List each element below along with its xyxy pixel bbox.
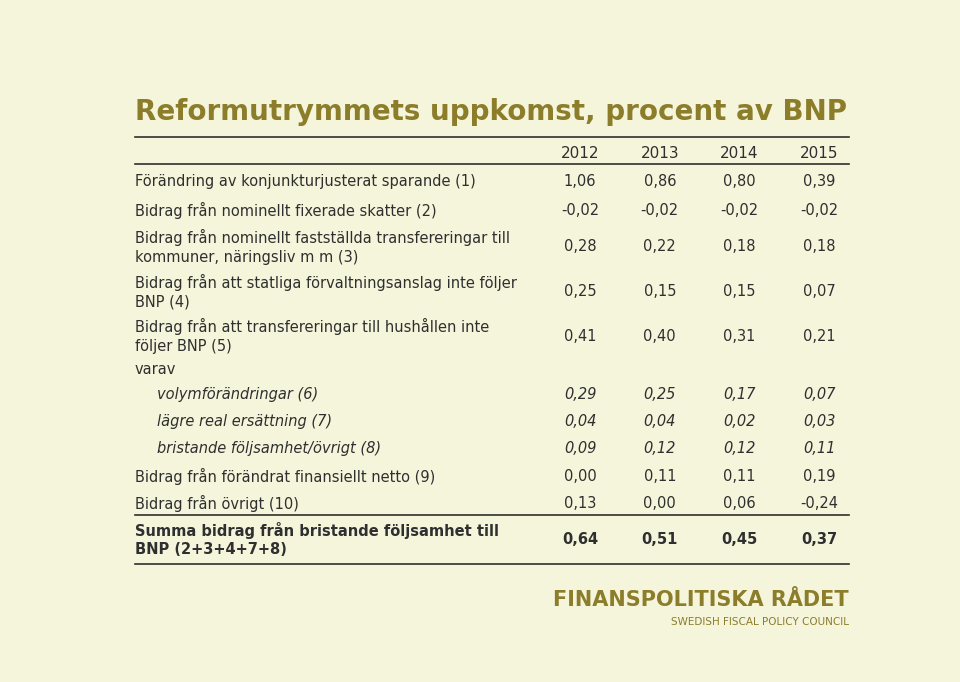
Text: 0,28: 0,28 [564,239,596,254]
Text: 0,07: 0,07 [803,387,835,402]
Text: -0,02: -0,02 [561,203,599,218]
Text: varav: varav [134,362,177,377]
Text: bristande följsamhet/övrigt (8): bristande följsamhet/övrigt (8) [157,441,381,456]
Text: Bidrag från övrigt (10): Bidrag från övrigt (10) [134,495,299,512]
Text: 0,17: 0,17 [723,387,756,402]
Text: volymförändringar (6): volymförändringar (6) [157,387,319,402]
Text: 0,15: 0,15 [723,284,756,299]
Text: 0,22: 0,22 [643,239,676,254]
Text: 0,41: 0,41 [564,329,596,344]
Text: 2014: 2014 [720,147,758,162]
Text: 2013: 2013 [640,147,679,162]
Text: Bidrag från nominellt fixerade skatter (2): Bidrag från nominellt fixerade skatter (… [134,202,437,219]
Text: 0,03: 0,03 [803,414,835,429]
Text: 0,12: 0,12 [643,441,676,456]
Text: FINANSPOLITISKA RÅDET: FINANSPOLITISKA RÅDET [554,590,849,610]
Text: 0,11: 0,11 [643,469,676,484]
Text: 0,00: 0,00 [564,469,596,484]
Text: 0,09: 0,09 [564,441,596,456]
Text: 0,25: 0,25 [564,284,596,299]
Text: 0,29: 0,29 [564,387,596,402]
Text: 0,00: 0,00 [643,496,676,511]
Text: lägre real ersättning (7): lägre real ersättning (7) [157,414,332,429]
Text: 0,18: 0,18 [723,239,756,254]
Text: Summa bidrag från bristande följsamhet till
BNP (2+3+4+7+8): Summa bidrag från bristande följsamhet t… [134,522,499,557]
Text: Bidrag från förändrat finansiellt netto (9): Bidrag från förändrat finansiellt netto … [134,468,435,485]
Text: -0,02: -0,02 [720,203,758,218]
Text: 0,21: 0,21 [803,329,835,344]
Text: SWEDISH FISCAL POLICY COUNCIL: SWEDISH FISCAL POLICY COUNCIL [671,617,849,627]
Text: 0,37: 0,37 [801,532,837,547]
Text: 0,02: 0,02 [723,414,756,429]
Text: -0,24: -0,24 [800,496,838,511]
Text: Förändring av konjunkturjusterat sparande (1): Förändring av konjunkturjusterat sparand… [134,174,475,189]
Text: Bidrag från nominellt fastställda transfereringar till
kommuner, näringsliv m m : Bidrag från nominellt fastställda transf… [134,229,510,265]
Text: 0,18: 0,18 [803,239,835,254]
Text: 1,06: 1,06 [564,174,596,189]
Text: -0,02: -0,02 [640,203,679,218]
Text: Bidrag från att statliga förvaltningsanslag inte följer
BNP (4): Bidrag från att statliga förvaltningsans… [134,274,516,310]
Text: -0,02: -0,02 [800,203,838,218]
Text: 2015: 2015 [800,147,838,162]
Text: 0,06: 0,06 [723,496,756,511]
Text: 0,31: 0,31 [723,329,756,344]
Text: 0,25: 0,25 [643,387,676,402]
Text: 0,51: 0,51 [641,532,678,547]
Text: 0,86: 0,86 [643,174,676,189]
Text: 0,07: 0,07 [803,284,835,299]
Text: 0,64: 0,64 [563,532,598,547]
Text: 0,04: 0,04 [564,414,596,429]
Text: 0,04: 0,04 [643,414,676,429]
Text: 0,12: 0,12 [723,441,756,456]
Text: 0,80: 0,80 [723,174,756,189]
Text: 0,13: 0,13 [564,496,596,511]
Text: 0,40: 0,40 [643,329,676,344]
Text: 0,45: 0,45 [721,532,757,547]
Text: 0,15: 0,15 [643,284,676,299]
Text: 0,11: 0,11 [723,469,756,484]
Text: 0,11: 0,11 [803,441,835,456]
Text: Bidrag från att transfereringar till hushållen inte
följer BNP (5): Bidrag från att transfereringar till hus… [134,318,490,354]
Text: Reformutrymmets uppkomst, procent av BNP: Reformutrymmets uppkomst, procent av BNP [134,98,847,125]
Text: 0,39: 0,39 [803,174,835,189]
Text: 0,19: 0,19 [803,469,835,484]
Text: 2012: 2012 [561,147,599,162]
